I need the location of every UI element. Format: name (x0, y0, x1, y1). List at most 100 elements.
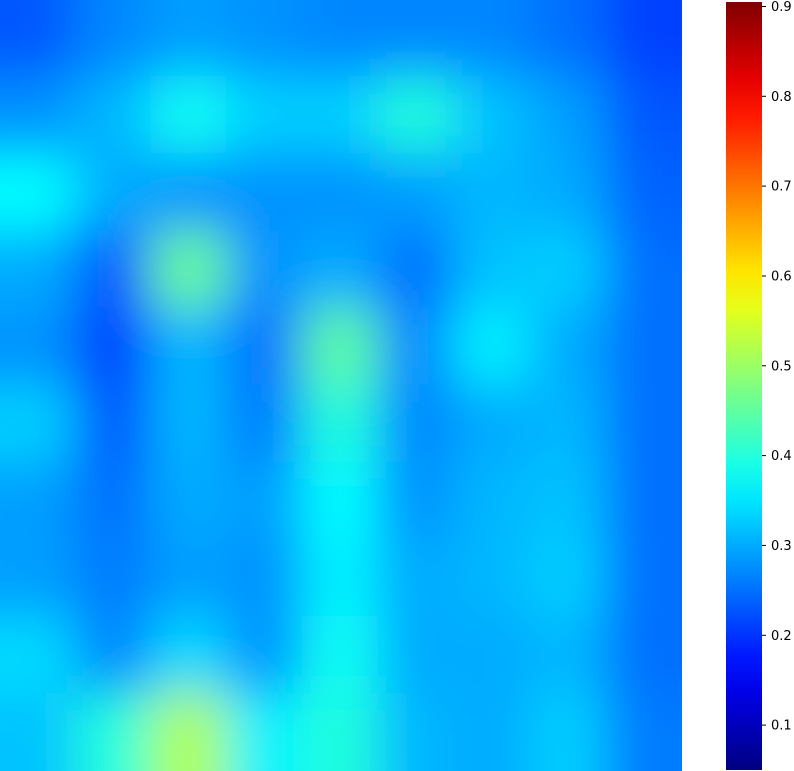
heatmap-cell (226, 461, 305, 541)
heatmap-cell (377, 153, 456, 233)
heatmap-cell (150, 461, 229, 541)
heatmap-cell (0, 76, 77, 156)
heatmap-cell (605, 692, 682, 771)
heatmap-cell (226, 76, 305, 156)
heatmap-cell (226, 153, 305, 233)
heatmap-cell (453, 538, 532, 618)
heatmap-cell (0, 0, 77, 79)
colorbar-tick-label: 0.6 (771, 270, 792, 285)
heatmap-cell (226, 538, 305, 618)
heatmap-cell (453, 692, 532, 771)
heatmap-cell (605, 384, 682, 464)
heatmap-cell (74, 76, 153, 156)
heatmap-cell (453, 384, 532, 464)
heatmap-cell (377, 76, 456, 156)
heatmap-cell (0, 615, 77, 695)
heatmap-cell (226, 615, 305, 695)
colorbar-gradient (726, 2, 762, 770)
heatmap-cells (0, 0, 682, 771)
colorbar-tick-label: 0.3 (771, 539, 792, 554)
heatmap-cell (0, 461, 77, 541)
heatmap-cell (529, 0, 608, 79)
heatmap-cell (0, 307, 77, 387)
heatmap-cell (150, 153, 229, 233)
colorbar-tick-label: 0.1 (771, 719, 792, 734)
heatmap-cell (377, 692, 456, 771)
heatmap-cell (0, 538, 77, 618)
heatmap-cell (74, 0, 153, 79)
heatmap-cell (150, 384, 229, 464)
heatmap-cell (150, 615, 229, 695)
heatmap-cell (302, 615, 380, 695)
colorbar-tick-label: 0.8 (771, 90, 792, 105)
heatmap-cell (150, 0, 229, 79)
heatmap-cell (529, 384, 608, 464)
heatmap-cell (529, 230, 608, 310)
heatmap-cell (0, 230, 77, 310)
heatmap-cell (150, 307, 229, 387)
heatmap-cell (605, 538, 682, 618)
heatmap-cell (605, 615, 682, 695)
heatmap-cell (302, 538, 380, 618)
colorbar-ticks: 0.1 0.2 0.3 0.4 0.5 0.6 0.7 0.8 0.9 (762, 0, 792, 734)
heatmap-cell (453, 0, 532, 79)
heatmap-cell (150, 76, 229, 156)
heatmap-cell (529, 461, 608, 541)
heatmap-cell (605, 230, 682, 310)
heatmap-cell (0, 153, 77, 233)
heatmap-cell (529, 307, 608, 387)
heatmap-cell (226, 307, 305, 387)
heatmap-cell (302, 0, 380, 79)
colorbar-tick-label: 0.9 (771, 0, 792, 15)
heatmap-cell (453, 307, 532, 387)
heatmap-cell (605, 461, 682, 541)
heatmap-cell (150, 230, 229, 310)
heatmap-cell (529, 615, 608, 695)
heatmap-cell (74, 153, 153, 233)
heatmap-cell (453, 76, 532, 156)
heatmap-cell (529, 538, 608, 618)
heatmap-cell (377, 230, 456, 310)
heatmap-cell (302, 76, 380, 156)
heatmap-cell (74, 615, 153, 695)
heatmap-cell (74, 230, 153, 310)
heatmap-cell (302, 461, 380, 541)
heatmap-cell (453, 461, 532, 541)
heatmap-cell (226, 384, 305, 464)
heatmap-cell (150, 538, 229, 618)
heatmap-cell (605, 153, 682, 233)
heatmap-cell (529, 76, 608, 156)
heatmap-cell (529, 692, 608, 771)
heatmap-cell (0, 384, 77, 464)
heatmap-cell (226, 230, 305, 310)
heatmap-cell (377, 615, 456, 695)
heatmap-cell (453, 615, 532, 695)
heatmap-cell (74, 461, 153, 541)
heatmap-cell (605, 307, 682, 387)
heatmap-cell (74, 384, 153, 464)
heatmap-cell (529, 153, 608, 233)
heatmap-cell (453, 230, 532, 310)
colorbar-tick-label: 0.5 (771, 359, 792, 374)
heatmap-cell (302, 307, 380, 387)
heatmap-cell (226, 692, 305, 771)
heatmap-cell (377, 307, 456, 387)
colorbar-tick-label: 0.2 (771, 629, 792, 644)
heatmap-cell (302, 153, 380, 233)
heatmap-cell (302, 692, 380, 771)
heatmap-cell (377, 0, 456, 79)
heatmap-cell (377, 538, 456, 618)
colorbar: 0.1 0.2 0.3 0.4 0.5 0.6 0.7 0.8 0.9 (726, 0, 792, 770)
heatmap-cell (453, 153, 532, 233)
heatmap-cell (74, 538, 153, 618)
heatmap-cell (0, 692, 77, 771)
heatmap-cell (74, 307, 153, 387)
heatmap-cell (605, 0, 682, 79)
heatmap-cell (605, 76, 682, 156)
colorbar-tick-label: 0.4 (771, 449, 792, 464)
heatmap-cell (302, 230, 380, 310)
heatmap-cell (74, 692, 153, 771)
colorbar-tick-label: 0.7 (771, 180, 792, 195)
heatmap-cell (302, 384, 380, 464)
